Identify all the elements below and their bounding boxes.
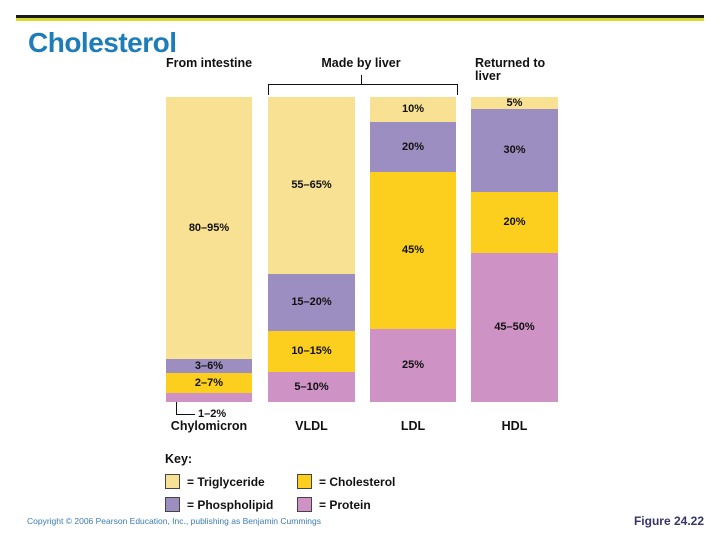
segment-value-label: 80–95% <box>188 221 230 234</box>
page-title: Cholesterol <box>28 27 177 58</box>
legend-label: = Protein <box>319 497 371 512</box>
category-label-vldl: VLDL <box>295 419 328 433</box>
legend-item-cholesterol: = Cholesterol <box>297 474 395 489</box>
category-label-ldl: LDL <box>400 419 426 433</box>
bar-chylomicron: 80–95% 3–6% 2–7% <box>166 97 252 402</box>
bracket-span-line <box>268 84 458 95</box>
bracket-stem-line <box>361 75 363 84</box>
legend-swatch-phospholipid-icon <box>165 497 180 512</box>
bar-ldl: 10% 20% 45% 25% <box>370 97 456 402</box>
top-rule-black <box>16 15 704 18</box>
group-header-from-intestine: From intestine <box>165 56 253 70</box>
group-header-made-by-liver: Made by liver <box>321 56 401 70</box>
segment-value-label: 10% <box>401 103 425 115</box>
segment-value-label: 25% <box>401 359 425 371</box>
segment-value-label: 2–7% <box>194 376 224 389</box>
callout-line <box>176 402 195 415</box>
segment-vldl-phospholipid: 15–20% <box>268 274 355 331</box>
segment-hdl-triglyceride: 5% <box>471 97 558 109</box>
copyright-text: Copyright © 2006 Pearson Education, Inc.… <box>27 516 322 526</box>
segment-value-label: 55–65% <box>291 179 332 191</box>
legend-swatch-cholesterol-icon <box>297 474 312 489</box>
legend-label: = Triglyceride <box>187 474 265 489</box>
segment-chylomicron-protein <box>166 393 252 402</box>
segment-value-label: 10–15% <box>291 345 332 357</box>
category-label-hdl: HDL <box>501 419 528 433</box>
segment-ldl-cholesterol: 45% <box>370 172 456 329</box>
segment-ldl-protein: 25% <box>370 329 456 402</box>
segment-value-label: 15–20% <box>291 296 332 308</box>
segment-value-label: 45% <box>401 244 425 256</box>
segment-hdl-phospholipid: 30% <box>471 109 558 192</box>
legend-label: = Phospholipid <box>187 497 274 512</box>
segment-value-label: 5% <box>506 96 523 109</box>
segment-value-label: 20% <box>401 140 425 153</box>
segment-ldl-triglyceride: 10% <box>370 97 456 122</box>
segment-hdl-protein: 45–50% <box>471 253 558 402</box>
segment-value-label: 3–6% <box>194 359 224 372</box>
segment-vldl-cholesterol: 10–15% <box>268 331 355 372</box>
callout-value-label: 1–2% <box>198 408 227 420</box>
legend-item-triglyceride: = Triglyceride <box>165 474 297 489</box>
figure-number: Figure 24.22 <box>633 514 704 528</box>
legend-swatch-triglyceride-icon <box>165 474 180 489</box>
segment-vldl-protein: 5–10% <box>268 372 355 402</box>
legend-item-phospholipid: = Phospholipid <box>165 497 297 512</box>
legend-item-protein: = Protein <box>297 497 395 512</box>
segment-value-label: 45–50% <box>494 321 535 333</box>
legend: = Triglyceride = Cholesterol = Phospholipi… <box>165 474 395 512</box>
segment-value-label: 20% <box>503 216 526 228</box>
segment-chylomicron-triglyceride: 80–95% <box>166 97 252 359</box>
segment-hdl-cholesterol: 20% <box>471 192 558 253</box>
segment-chylomicron-phospholipid: 3–6% <box>166 359 252 373</box>
segment-vldl-triglyceride: 55–65% <box>268 97 355 274</box>
legend-swatch-protein-icon <box>297 497 312 512</box>
segment-value-label: 5–10% <box>294 380 329 393</box>
category-label-chylomicron: Chylomicron <box>170 419 248 433</box>
legend-title: Key: <box>165 452 193 466</box>
legend-label: = Cholesterol <box>319 474 396 489</box>
segment-chylomicron-cholesterol: 2–7% <box>166 373 252 393</box>
segment-value-label: 30% <box>503 144 526 156</box>
segment-ldl-phospholipid: 20% <box>370 122 456 172</box>
bar-vldl: 55–65% 15–20% 10–15% 5–10% <box>268 97 355 402</box>
bar-hdl: 5% 30% 20% 45–50% <box>471 97 558 402</box>
top-rule-yellow <box>16 18 704 21</box>
group-header-returned-to-liver: Returned to liver <box>475 56 546 83</box>
